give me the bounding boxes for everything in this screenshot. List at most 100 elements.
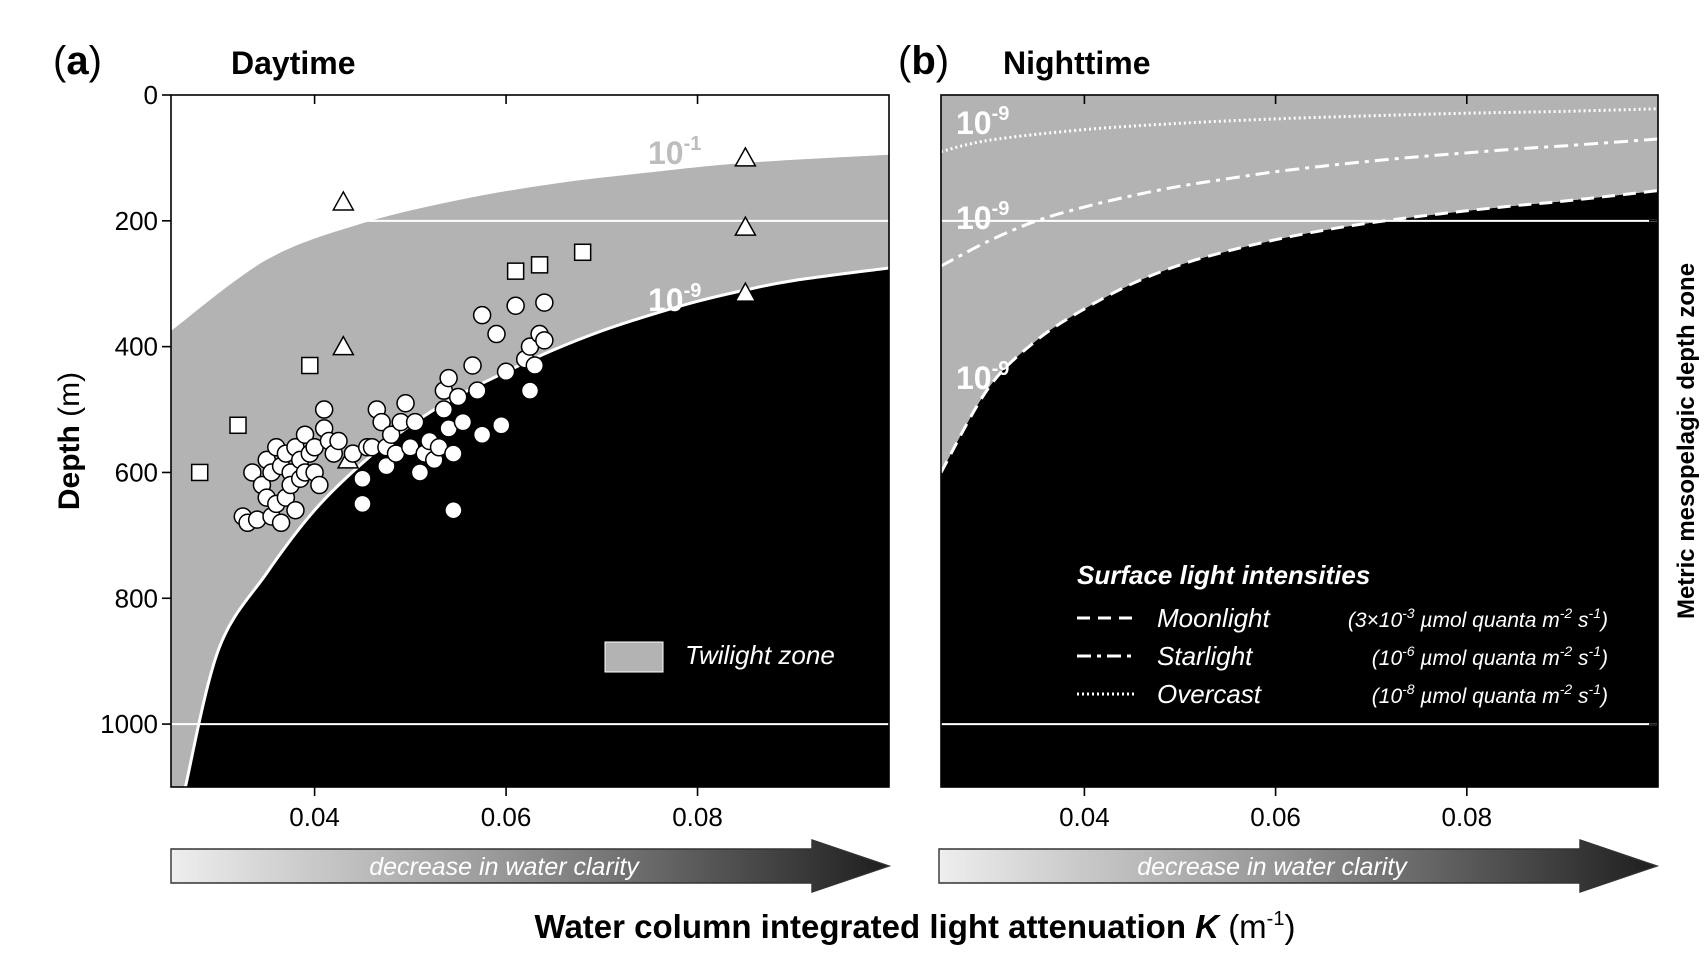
circle-marker <box>410 463 430 482</box>
circle-marker <box>448 387 468 407</box>
triangle-marker <box>332 190 355 211</box>
x-axis-a: 0.04 0.06 0.08 <box>289 95 723 832</box>
series-line-overcast <box>941 107 1658 154</box>
y-tick-label: 1000 <box>100 709 158 739</box>
circle-marker <box>444 444 463 463</box>
triangle-marker <box>332 335 355 356</box>
panel-title-a: Daytime <box>231 45 356 81</box>
x-axis-title: Water column integrated light attenuatio… <box>535 908 1296 945</box>
arrow-label-b: decrease in water clarity <box>1137 853 1408 881</box>
circle-marker <box>353 469 372 488</box>
x-tick-label: 0.08 <box>1441 802 1492 832</box>
isolume-label-10-9-a: 10-9 <box>648 280 701 318</box>
circle-marker <box>506 296 525 315</box>
circle-marker <box>381 425 401 444</box>
aphotic-zone-a <box>185 268 889 787</box>
circle-marker <box>468 381 487 400</box>
x-tick-label: 0.06 <box>1250 802 1301 832</box>
circle-marker <box>535 331 554 350</box>
isolume-label-overcast: 10-9 <box>956 103 1009 141</box>
isolume-label-10-1: 10-1 <box>648 133 701 171</box>
y-axis-title: Depth (m) <box>53 372 86 510</box>
y-tick-label: 400 <box>115 332 158 362</box>
x-tick-label: 0.08 <box>672 802 723 832</box>
legend-title: Surface light intensities <box>1077 560 1370 590</box>
circle-marker <box>520 381 540 400</box>
legend-label-overcast: Overcast <box>1157 679 1263 709</box>
twilight-zone-b <box>941 95 1658 473</box>
circle-marker <box>377 456 396 476</box>
x-tick-label: 0.04 <box>1059 802 1110 832</box>
y-axis: 0 200 400 600 800 1000 <box>100 80 171 739</box>
plot-frame-b <box>940 94 1659 788</box>
triangle-marker <box>734 281 757 302</box>
circle-marker <box>535 293 554 312</box>
circle-marker <box>396 394 415 413</box>
right-axis-title: Metric mesopelagic depth zone <box>1673 263 1700 619</box>
circle-marker <box>463 356 482 375</box>
circle-marker <box>472 305 492 325</box>
y-tick-label: 800 <box>115 583 158 613</box>
light-intensity-lines <box>941 107 1658 474</box>
clarity-arrow-a: decrease in water clarity <box>170 839 892 893</box>
panel-letter-b: (b) <box>898 39 949 83</box>
y-tick-label: 200 <box>115 206 158 236</box>
square-marker <box>530 256 549 274</box>
circle-marker <box>329 431 348 451</box>
circle-marker <box>439 368 458 388</box>
legend-label-twilight: Twilight zone <box>685 640 835 670</box>
circle-marker <box>314 400 334 419</box>
circle-marker <box>295 425 315 444</box>
triangle-marker <box>734 215 757 236</box>
square-marker <box>506 262 525 280</box>
isolume-label-starlight: 10-9 <box>956 198 1009 236</box>
circle-marker <box>405 412 425 432</box>
circle-marker <box>444 500 463 520</box>
y-tick-label: 600 <box>115 457 158 487</box>
arrow-label-a: decrease in water clarity <box>369 853 640 881</box>
square-marker <box>301 356 319 375</box>
isolume-label-moonlight: 10-9 <box>956 358 1009 396</box>
circle-marker <box>372 412 391 432</box>
legend-value-overcast: (10-8 µmol quanta m-2 s-1) <box>1372 681 1608 708</box>
aphotic-zone-b <box>941 190 1658 787</box>
panel-letter-a: (a) <box>53 39 102 83</box>
legend-label-moonlight: Moonlight <box>1157 603 1272 633</box>
square-marker <box>573 243 592 262</box>
legend-b: Surface light intensities Moonlight (3×1… <box>1077 560 1608 709</box>
square-marker <box>190 463 209 482</box>
panel-b: 0.04 0.06 0.08 (b) Nighttime 10-9 10-9 10-… <box>898 39 1659 832</box>
circle-marker <box>472 425 492 444</box>
legend-value-starlight: (10-6 µmol quanta m-2 s-1) <box>1372 643 1608 670</box>
y-tick-label: 0 <box>144 80 158 110</box>
x-axis-b: 0.04 0.06 0.08 <box>1059 95 1492 832</box>
series-line-moonlight <box>941 189 1658 474</box>
gradient-arrow-b <box>938 839 1660 893</box>
isolume-10-9-a <box>183 266 889 787</box>
circle-marker <box>243 463 262 482</box>
legend-swatch-twilight <box>604 641 664 673</box>
legend-label-starlight: Starlight <box>1157 641 1254 671</box>
circle-marker <box>453 412 473 432</box>
circle-marker <box>271 513 291 533</box>
twilight-zone-a <box>171 154 889 787</box>
x-tick-label: 0.04 <box>289 802 340 832</box>
legend-value-moonlight: (3×10-3 µmol quanta m-2 s-1) <box>1348 605 1608 632</box>
data-points <box>190 146 757 533</box>
y-ticks-b <box>1649 220 1658 725</box>
circle-marker <box>434 400 454 419</box>
triangle-marker <box>734 146 757 167</box>
circle-marker <box>286 500 305 520</box>
series-line-starlight <box>941 137 1658 268</box>
plot-frame-a <box>170 94 890 788</box>
panel-title-b: Nighttime <box>1003 45 1151 81</box>
x-tick-label: 0.06 <box>481 802 532 832</box>
circle-marker <box>310 475 329 495</box>
clarity-arrow-b: decrease in water clarity <box>938 839 1660 893</box>
square-marker <box>229 416 247 435</box>
gradient-arrow-a <box>170 839 892 893</box>
panel-a: 0 200 400 600 800 1000 0.04 0.06 0.08 (a) Dayti… <box>53 39 890 832</box>
circle-marker <box>492 416 511 435</box>
circle-marker <box>487 324 506 344</box>
